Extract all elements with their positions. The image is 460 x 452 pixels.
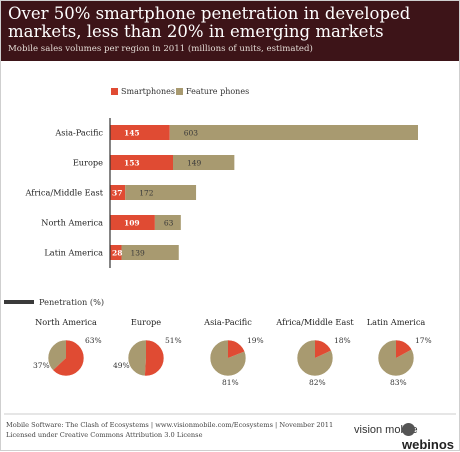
pie-region-label: Latin America bbox=[367, 317, 426, 327]
bar-smartphones bbox=[110, 185, 126, 200]
pie-label-feature-phones: 37% bbox=[33, 361, 50, 370]
chart-title: Over 50% smartphone penetration in devel… bbox=[8, 4, 411, 41]
pie-region-label: Europe bbox=[131, 317, 161, 327]
legend-label-smartphones: Smartphones bbox=[121, 87, 175, 96]
pie-outline bbox=[296, 339, 334, 377]
pie-outline bbox=[127, 339, 165, 377]
legend-swatch-smartphones bbox=[111, 88, 118, 95]
penetration-title-bar bbox=[4, 300, 34, 304]
webinos-mark-icon bbox=[402, 423, 415, 436]
bar-feature-phones bbox=[173, 155, 235, 170]
footer-source: Mobile Software: The Clash of Ecosystems… bbox=[6, 421, 334, 429]
bar-smartphones bbox=[110, 215, 155, 230]
data-label-smartphones: 153 bbox=[124, 159, 140, 168]
data-label-smartphones: 28 bbox=[112, 249, 122, 258]
bar-feature-phones bbox=[154, 215, 181, 230]
data-label-feature-phones: 63 bbox=[164, 219, 174, 228]
category-label: North America bbox=[41, 218, 103, 228]
bar-feature-phones bbox=[125, 185, 197, 200]
pie-outline bbox=[209, 339, 247, 377]
pie-slice-feature-phones bbox=[210, 340, 247, 376]
pie-label-feature-phones: 81% bbox=[222, 378, 239, 387]
pie-label-feature-phones: 82% bbox=[309, 378, 326, 387]
pie-label-smartphones: 51% bbox=[165, 336, 182, 345]
pie-label-smartphones: 63% bbox=[85, 336, 102, 345]
bar-smartphones bbox=[110, 155, 173, 170]
bar-smartphones bbox=[110, 125, 170, 140]
visionmobile-logo: vision mobile bbox=[354, 424, 418, 436]
data-label-smartphones: 109 bbox=[124, 219, 140, 228]
webinos-logo-text: webinos bbox=[402, 437, 455, 452]
pie-region-label: Africa/Middle East bbox=[275, 317, 354, 327]
chart-subtitle: Mobile sales volumes per region in 2011 … bbox=[8, 44, 313, 54]
category-label: Europe bbox=[73, 158, 103, 168]
legend-label-feature-phones: Feature phones bbox=[186, 87, 249, 96]
penetration-title: Penetration (%) bbox=[39, 297, 104, 307]
category-label: Asia-Pacific bbox=[54, 128, 103, 138]
pie-region-label: North America bbox=[35, 317, 97, 327]
pie-slice-feature-phones bbox=[48, 340, 66, 371]
pie-outline bbox=[47, 339, 85, 377]
bar-feature-phones bbox=[121, 245, 179, 260]
pie-label-feature-phones: 49% bbox=[113, 361, 130, 370]
category-label: Africa/Middle East bbox=[25, 188, 104, 198]
pie-slice-smartphones bbox=[315, 340, 332, 358]
data-label-smartphones: 37 bbox=[112, 189, 122, 198]
category-label: Latin America bbox=[44, 248, 103, 258]
pie-slice-feature-phones bbox=[128, 340, 146, 376]
pie-slice-smartphones bbox=[52, 340, 85, 376]
pie-outline bbox=[377, 339, 415, 377]
pie-region-label: Asia-Pacific bbox=[203, 317, 252, 327]
header-banner: Over 50% smartphone penetration in devel… bbox=[1, 1, 459, 61]
pie-label-smartphones: 17% bbox=[415, 336, 432, 345]
data-label-smartphones: 145 bbox=[124, 129, 140, 138]
data-label-feature-phones: 139 bbox=[131, 249, 146, 258]
pie-label-smartphones: 19% bbox=[247, 336, 264, 345]
data-label-feature-phones: 603 bbox=[184, 129, 199, 138]
visionmobile-logo-text: vision mobile bbox=[354, 424, 418, 436]
webinos-logo: webinos bbox=[402, 422, 460, 452]
data-label-feature-phones: 172 bbox=[139, 189, 154, 198]
legend-swatch-feature-phones bbox=[176, 88, 183, 95]
pie-slice-smartphones bbox=[228, 340, 245, 358]
bar-feature-phones bbox=[169, 125, 418, 140]
pie-slice-smartphones bbox=[144, 340, 165, 377]
pie-slice-feature-phones bbox=[378, 340, 415, 376]
footer-license: Licensed under Creative Commons Attribut… bbox=[6, 431, 203, 439]
data-label-feature-phones: 149 bbox=[187, 159, 202, 168]
footer: Mobile Software: The Clash of Ecosystems… bbox=[6, 420, 333, 440]
bar-smartphones bbox=[110, 245, 122, 260]
pie-label-feature-phones: 83% bbox=[390, 378, 407, 387]
pie-label-smartphones: 18% bbox=[334, 336, 351, 345]
